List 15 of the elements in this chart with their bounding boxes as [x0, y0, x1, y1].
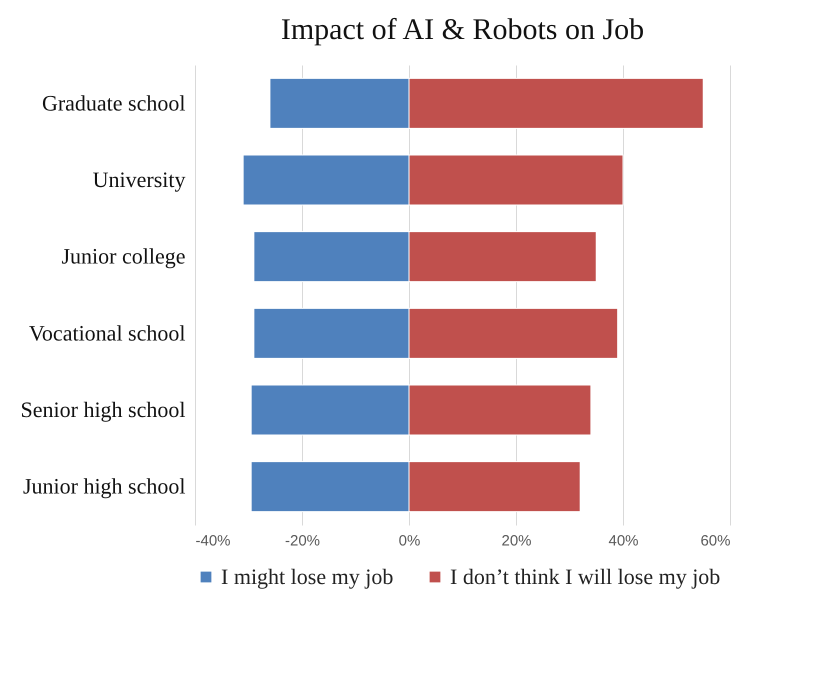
x-tick-label: -40%	[196, 532, 231, 550]
x-tick-label: 20%	[501, 532, 532, 550]
x-tick-label: 40%	[608, 532, 639, 550]
y-tick-label: Junior college	[61, 244, 186, 269]
y-tick-label: Vocational school	[28, 320, 186, 346]
x-tick-label: -20%	[284, 532, 320, 550]
y-tick-label: Graduate school	[42, 90, 186, 116]
legend-label: I might lose my job	[221, 564, 394, 589]
y-tick-label: Senior high school	[20, 397, 186, 422]
x-tick-label: 60%	[700, 532, 730, 550]
y-tick-label: Junior high school	[22, 474, 186, 499]
y-tick-label: University	[92, 167, 186, 192]
chart-title: Impact of AI & Robots on Job	[280, 13, 644, 46]
legend-label: I don’t think I will lose my job	[450, 564, 720, 589]
x-tick-label: 0%	[398, 532, 420, 550]
